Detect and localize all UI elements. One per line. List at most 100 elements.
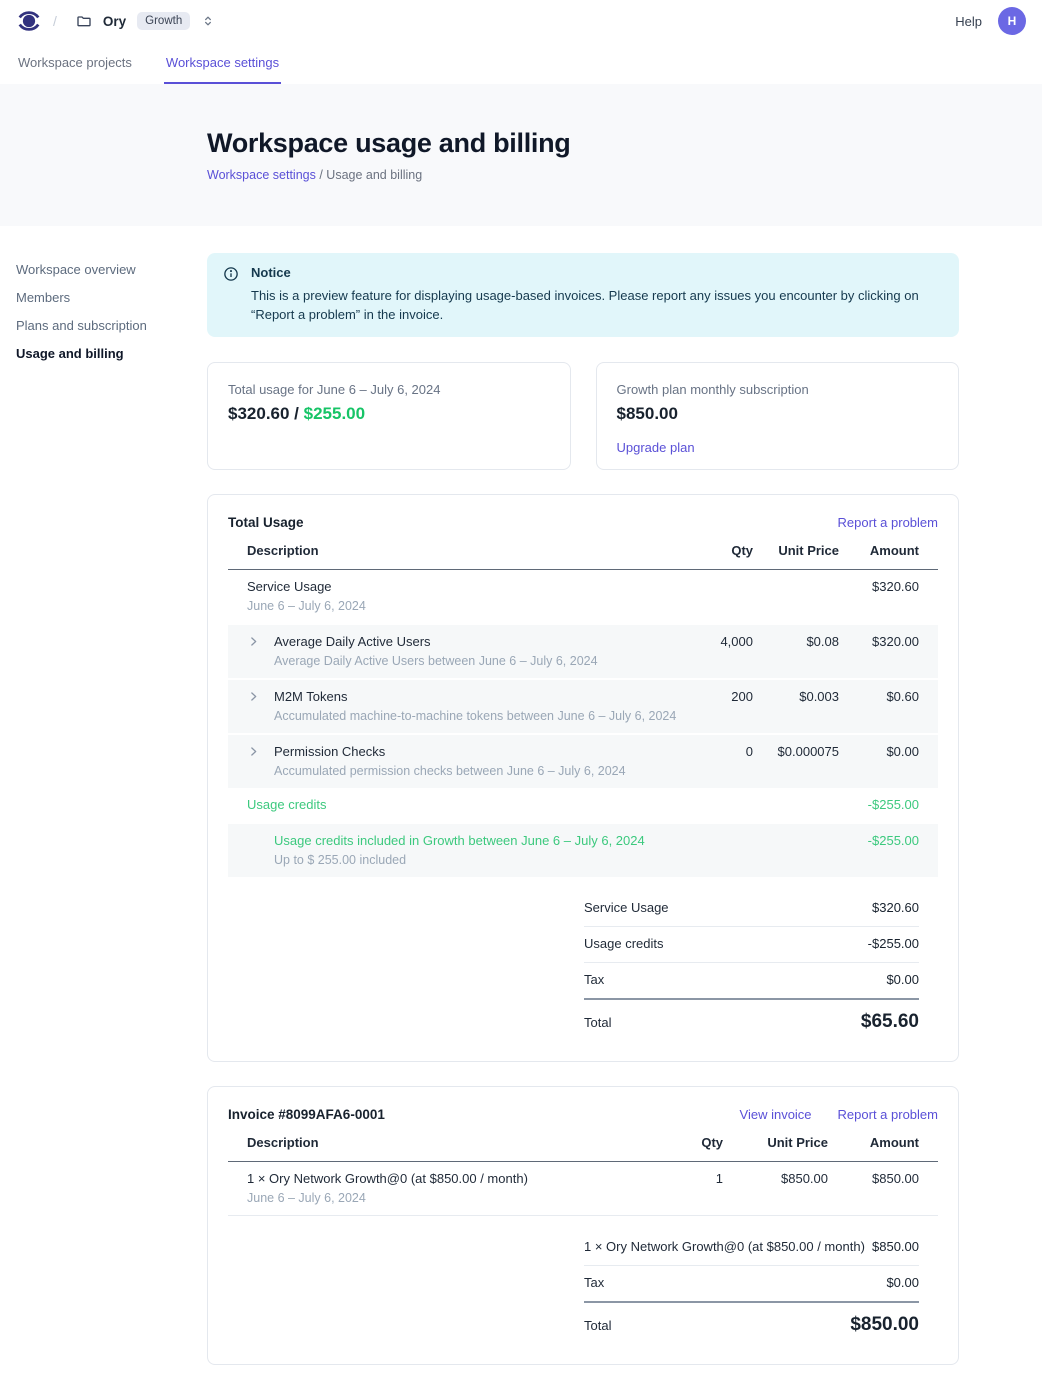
- notice-body: This is a preview feature for displaying…: [251, 288, 919, 322]
- row-amount: -$255.00: [867, 833, 919, 848]
- summary-value: $320.60: [872, 900, 919, 915]
- summary-value: $850.00: [872, 1239, 919, 1254]
- breadcrumb-settings-link[interactable]: Workspace settings: [207, 168, 316, 182]
- total-usage-label: Total usage for June 6 – July 6, 2024: [228, 382, 441, 397]
- row-amount: $320.60: [872, 579, 919, 594]
- row-qty: 1: [715, 1171, 723, 1186]
- breadcrumb-separator: /: [53, 13, 57, 29]
- usage-panel-title: Total Usage: [228, 515, 304, 530]
- row-qty: 4,000: [720, 634, 753, 649]
- tab-workspace-projects[interactable]: Workspace projects: [18, 54, 132, 70]
- upgrade-plan-link[interactable]: Upgrade plan: [616, 440, 695, 455]
- row-title: Average Daily Active Users: [274, 634, 431, 649]
- plan-badge: Growth: [137, 12, 191, 30]
- summary-row-service-usage: Service Usage $320.60: [584, 891, 919, 927]
- subscription-card: Growth plan monthly subscription $850.00…: [595, 362, 959, 470]
- row-title: Usage credits included in Growth between…: [274, 833, 645, 848]
- topbar: / Ory Growth Help H: [0, 0, 1042, 42]
- total-label: Total: [584, 1014, 612, 1030]
- row-subtitle: Up to $ 255.00 included: [274, 853, 407, 867]
- breadcrumb-current: / Usage and billing: [319, 168, 423, 182]
- row-title: Usage credits: [247, 797, 327, 812]
- tab-workspace-settings[interactable]: Workspace settings: [163, 42, 282, 84]
- ory-logo-icon[interactable]: [16, 8, 42, 34]
- report-problem-link[interactable]: Report a problem: [837, 1107, 938, 1122]
- row-subtitle: Accumulated machine-to-machine tokens be…: [274, 709, 677, 723]
- total-value: $850.00: [850, 1314, 919, 1335]
- row-subtitle: June 6 – July 6, 2024: [247, 599, 366, 613]
- summary-row-plan: 1 × Ory Network Growth@0 (at $850.00 / m…: [584, 1230, 919, 1266]
- table-row-usage-credits: Usage credits -$255.00: [228, 788, 938, 822]
- row-title: Permission Checks: [274, 744, 386, 759]
- workspace-switcher-icon[interactable]: [201, 14, 215, 28]
- view-invoice-link[interactable]: View invoice: [739, 1107, 812, 1122]
- summary-label: Tax: [584, 1275, 605, 1290]
- chevron-right-icon[interactable]: [247, 689, 274, 703]
- usage-credits-amount: $255.00: [303, 404, 366, 423]
- total-value: $65.60: [860, 1011, 919, 1032]
- table-row-m2m-tokens: M2M Tokens Accumulated machine-to-machin…: [228, 680, 938, 733]
- total-usage-card: Total usage for June 6 – July 6, 2024 $3…: [207, 362, 571, 470]
- usage-separator: /: [289, 404, 304, 423]
- row-qty: 0: [745, 744, 753, 759]
- workspace-name[interactable]: Ory: [102, 13, 127, 29]
- row-title: 1 × Ory Network Growth@0 (at $850.00 / m…: [247, 1171, 528, 1186]
- sidebar-item-members[interactable]: Members: [16, 290, 71, 305]
- folder-icon: [76, 13, 92, 29]
- table-row-daily-active-users: Average Daily Active Users Average Daily…: [228, 625, 938, 678]
- main-content: Notice This is a preview feature for dis…: [207, 226, 959, 1385]
- summary-row-total: Total $65.60: [584, 1000, 919, 1033]
- col-amount: Amount: [869, 543, 919, 558]
- col-qty: Qty: [731, 543, 753, 558]
- total-usage-panel: Total Usage Report a problem Description…: [207, 494, 959, 1062]
- col-unit-price: Unit Price: [767, 1135, 828, 1150]
- info-icon: [223, 266, 239, 324]
- avatar[interactable]: H: [998, 7, 1026, 35]
- chevron-right-icon[interactable]: [247, 744, 274, 758]
- notice-banner: Notice This is a preview feature for dis…: [207, 253, 959, 337]
- report-problem-link[interactable]: Report a problem: [837, 515, 938, 530]
- row-unit-price: $0.000075: [777, 744, 839, 759]
- row-unit-price: $0.08: [806, 634, 839, 649]
- sidebar-item-workspace-overview[interactable]: Workspace overview: [16, 262, 136, 277]
- settings-sidebar: Workspace overview Members Plans and sub…: [0, 226, 207, 374]
- summary-label: 1 × Ory Network Growth@0 (at $850.00 / m…: [584, 1239, 865, 1254]
- chevron-right-icon[interactable]: [247, 634, 274, 648]
- summary-row-tax: Tax $0.00: [584, 963, 919, 1000]
- row-amount: -$255.00: [867, 797, 919, 812]
- table-row-growth-plan: 1 × Ory Network Growth@0 (at $850.00 / m…: [228, 1162, 938, 1216]
- page-title: Workspace usage and billing: [207, 128, 571, 158]
- summary-label: Usage credits: [584, 936, 664, 951]
- notice-title: Notice: [251, 265, 291, 280]
- total-label: Total: [584, 1317, 612, 1333]
- row-unit-price: $0.003: [799, 689, 839, 704]
- breadcrumb: Workspace settings / Usage and billing: [207, 168, 1042, 182]
- summary-value: $0.00: [886, 972, 919, 987]
- help-link[interactable]: Help: [955, 13, 982, 29]
- row-amount: $850.00: [872, 1171, 919, 1186]
- col-description: Description: [247, 1135, 319, 1150]
- workspace-tabs: Workspace projects Workspace settings: [0, 42, 1042, 84]
- table-row-permission-checks: Permission Checks Accumulated permission…: [228, 735, 938, 788]
- sidebar-item-usage-billing[interactable]: Usage and billing: [16, 346, 124, 361]
- row-title: Service Usage: [247, 579, 332, 594]
- summary-row-tax: Tax $0.00: [584, 1266, 919, 1303]
- page-header: Workspace usage and billing Workspace se…: [0, 84, 1042, 226]
- col-unit-price: Unit Price: [778, 543, 839, 558]
- summary-label: Tax: [584, 972, 605, 987]
- row-subtitle: Accumulated permission checks between Ju…: [274, 764, 626, 778]
- row-amount: $320.00: [872, 634, 919, 649]
- table-row-usage-credits-included: Usage credits included in Growth between…: [228, 824, 938, 877]
- invoice-summary: 1 × Ory Network Growth@0 (at $850.00 / m…: [584, 1230, 919, 1336]
- row-amount: $0.00: [886, 744, 919, 759]
- subscription-value: $850.00: [616, 404, 678, 423]
- row-title: M2M Tokens: [274, 689, 348, 704]
- sidebar-item-plans-subscription[interactable]: Plans and subscription: [16, 318, 147, 333]
- total-usage-value: $320.60 / $255.00: [228, 404, 550, 424]
- col-amount: Amount: [869, 1135, 919, 1150]
- row-unit-price: $850.00: [781, 1171, 828, 1186]
- invoice-table-header: Description Qty Unit Price Amount: [228, 1130, 938, 1162]
- table-row-service-usage: Service Usage June 6 – July 6, 2024 $320…: [228, 570, 938, 623]
- summary-value: -$255.00: [867, 936, 919, 951]
- usage-summary: Service Usage $320.60 Usage credits -$25…: [584, 891, 919, 1033]
